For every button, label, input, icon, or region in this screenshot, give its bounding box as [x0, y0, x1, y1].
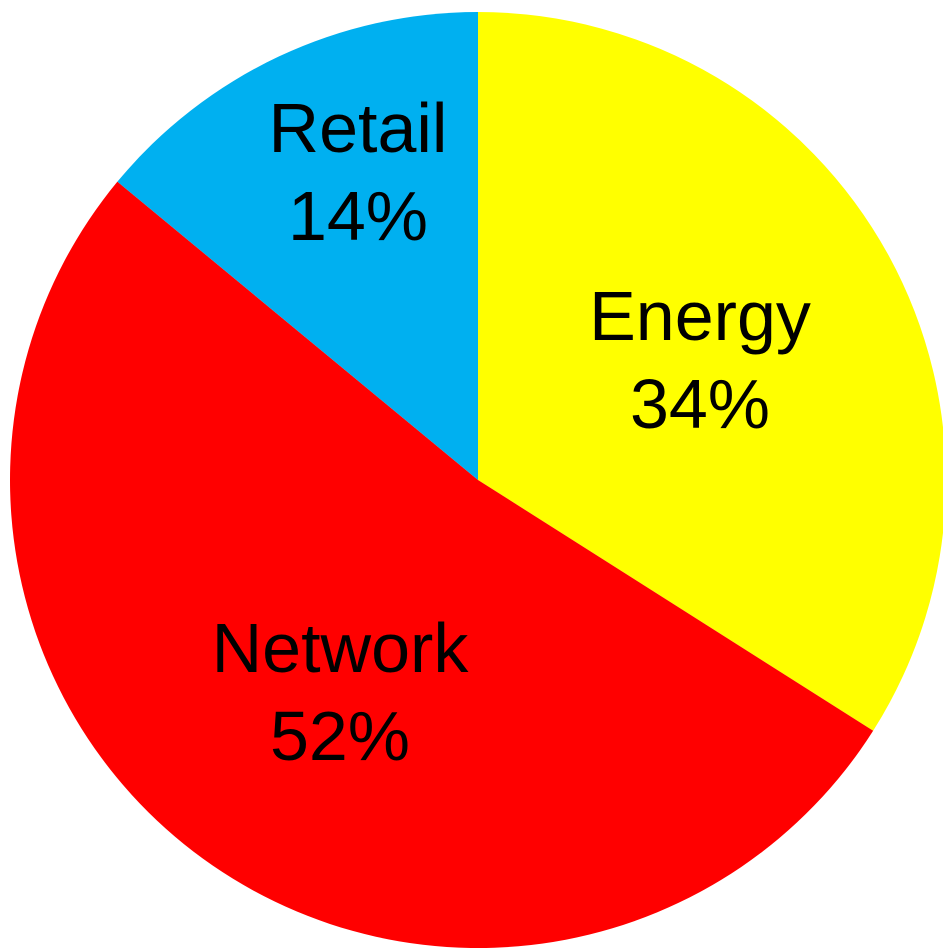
slice-network	[10, 181, 874, 948]
slice-name-retail: Retail	[269, 89, 448, 167]
slice-energy	[478, 12, 943, 731]
pie-slices	[10, 12, 943, 948]
slice-retail	[117, 12, 478, 480]
pie-labels: Energy 34% Network 52% Retail 14%	[212, 89, 811, 775]
slice-percent-network: 52%	[270, 697, 410, 775]
slice-name-energy: Energy	[589, 277, 811, 355]
slice-name-network: Network	[212, 609, 470, 687]
slice-percent-energy: 34%	[630, 365, 770, 443]
slice-percent-retail: 14%	[288, 177, 428, 255]
